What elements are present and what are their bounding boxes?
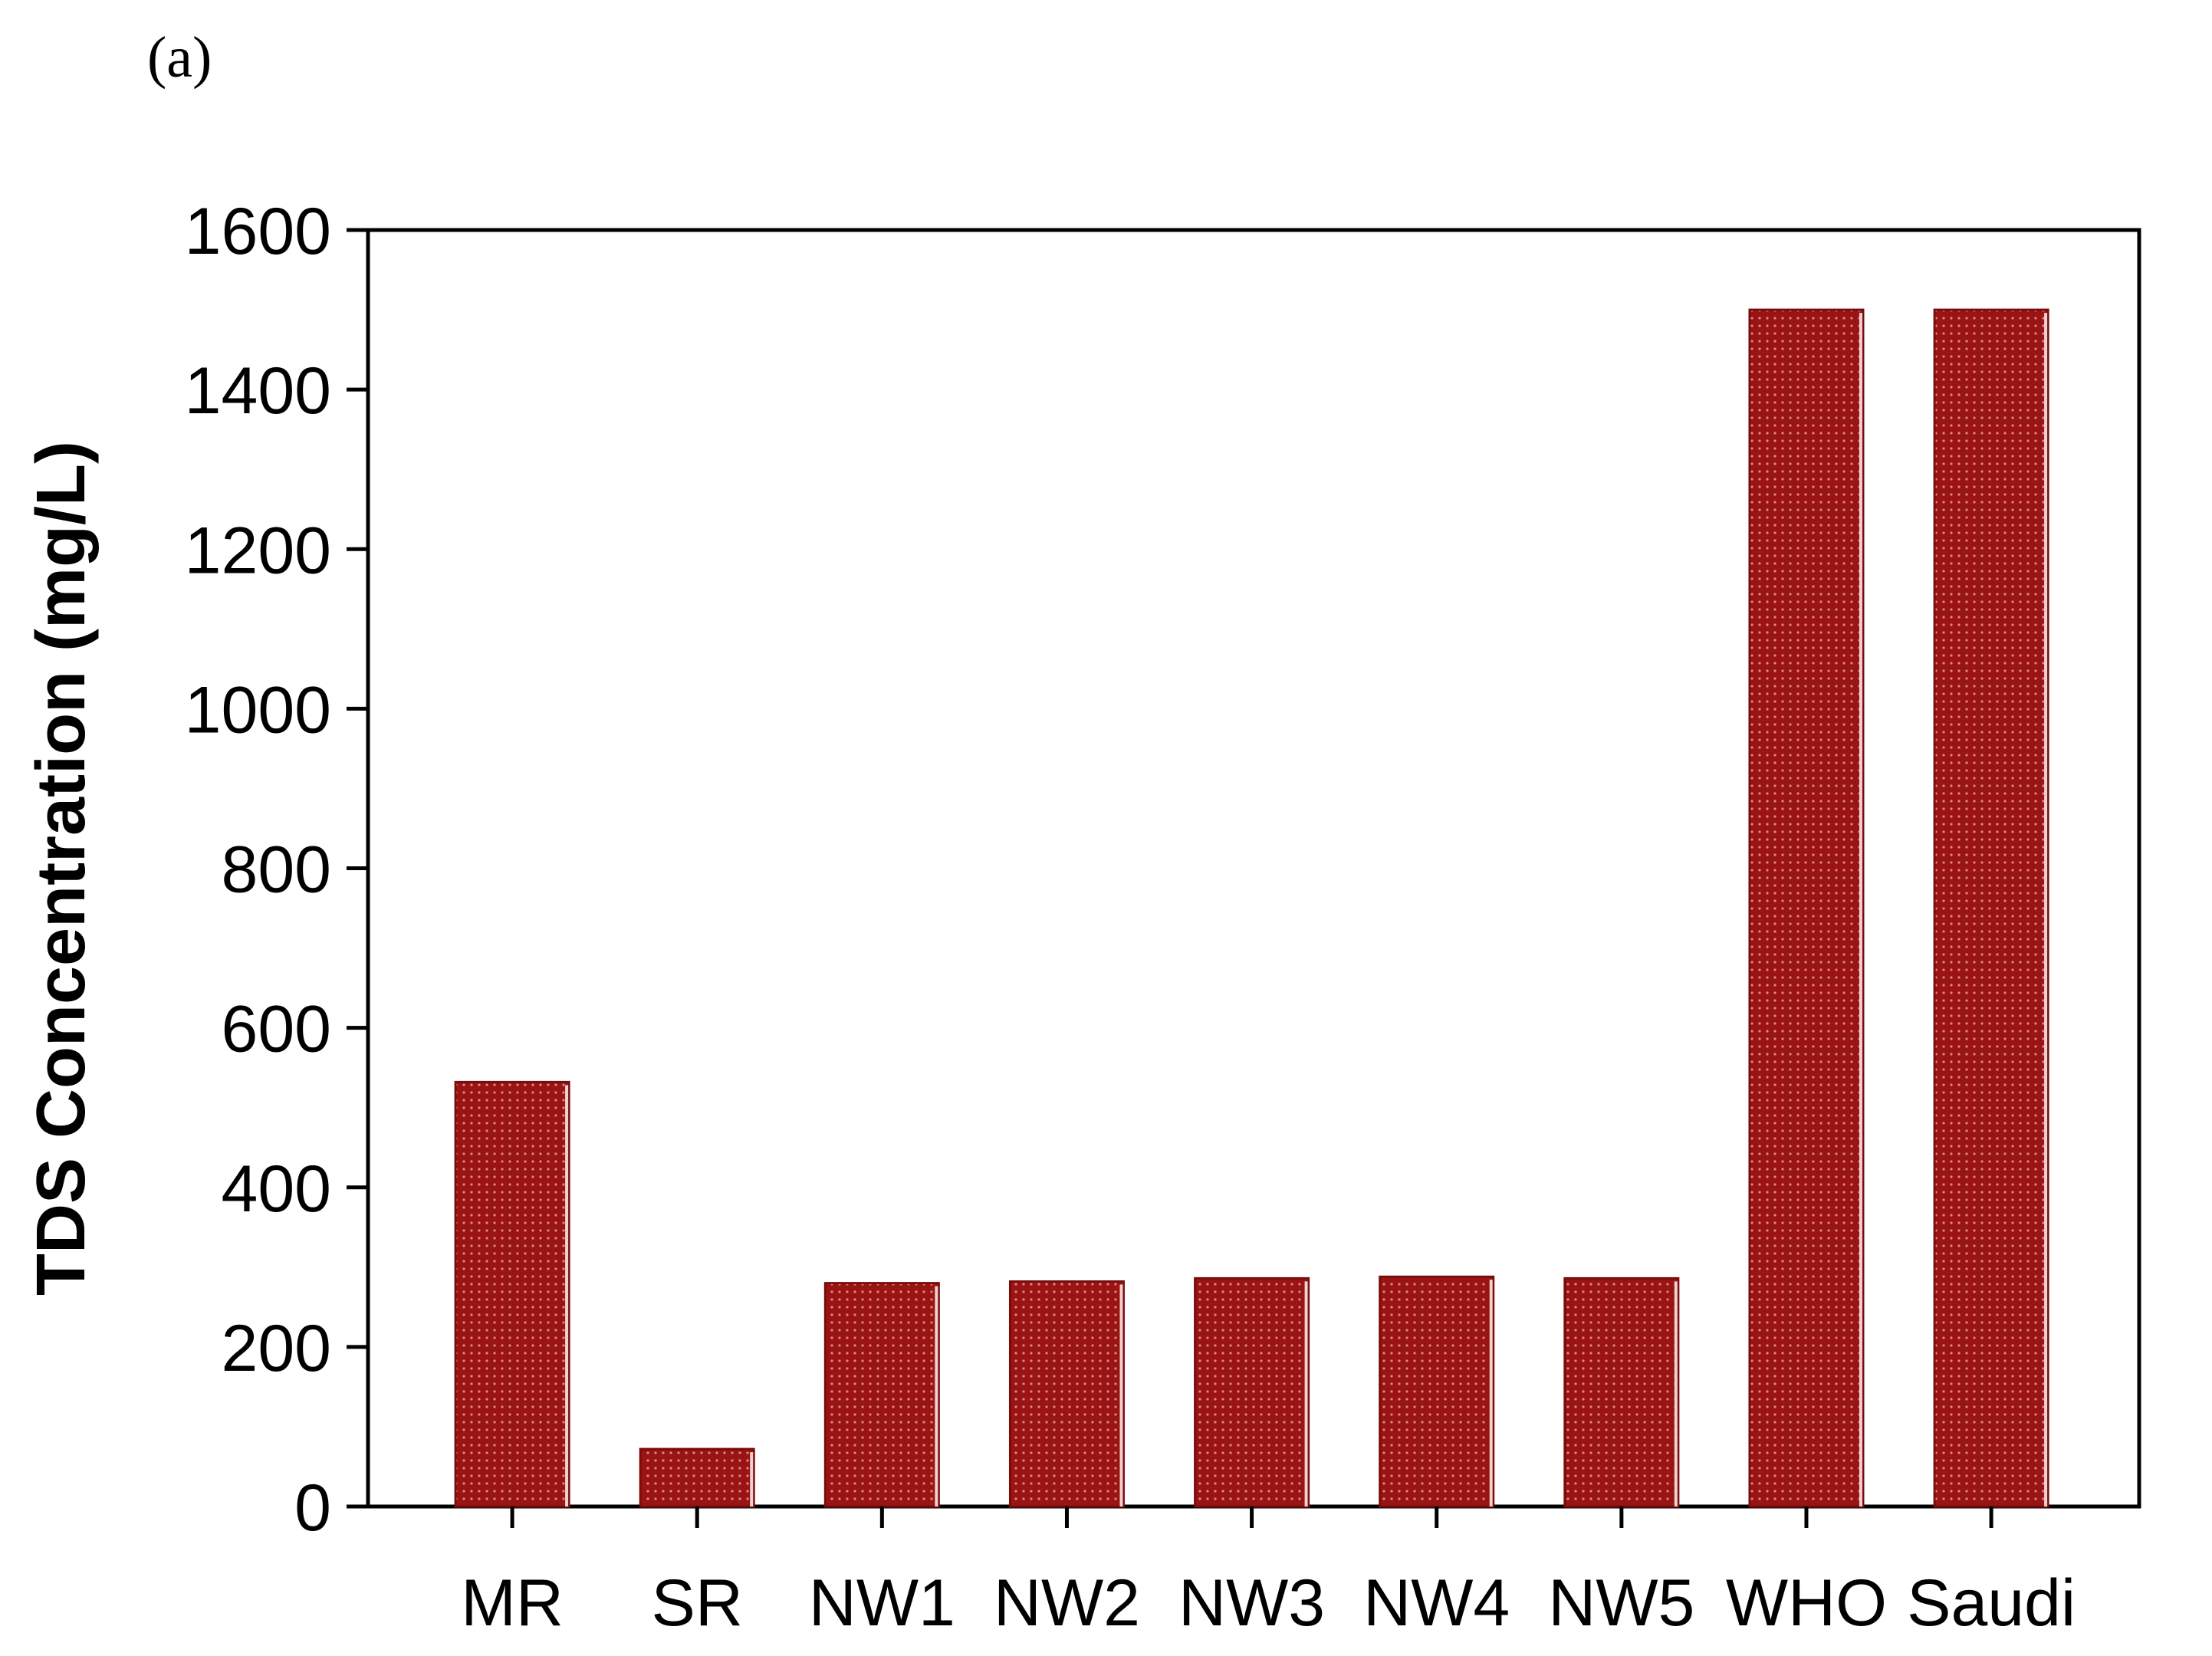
bar-group [1933, 308, 2049, 1508]
bar-group [823, 1282, 940, 1508]
x-tick-label: NW3 [1178, 1566, 1325, 1640]
bar [1933, 308, 2049, 1508]
y-tick-label: 1400 [185, 354, 331, 428]
bar-group [639, 1447, 755, 1508]
y-tick-label: 1200 [185, 514, 331, 587]
y-axis-title: TDS Concentration (mg/L) [23, 441, 100, 1296]
x-tick-label: MR [461, 1566, 564, 1640]
y-tick-label: 600 [222, 993, 332, 1066]
y-tick-label: 800 [222, 833, 332, 907]
bar-group [1194, 1276, 1310, 1508]
bar-group [1563, 1276, 1680, 1508]
x-tick-label: NW5 [1548, 1566, 1694, 1640]
bar [454, 1080, 570, 1508]
x-tick-label: SR [651, 1566, 742, 1640]
y-tick-label: 0 [294, 1471, 331, 1545]
x-tick-label: WHO [1726, 1566, 1887, 1640]
bar [1748, 308, 1865, 1508]
bar [1379, 1275, 1495, 1508]
bar [823, 1282, 940, 1508]
x-tick-label: NW2 [994, 1566, 1140, 1640]
y-tick-label: 1000 [185, 673, 331, 747]
bar-group [454, 1080, 570, 1508]
x-tick-label: Saudi [1907, 1566, 2076, 1640]
panel-label: (a) [147, 25, 212, 90]
bar-group [1008, 1280, 1125, 1508]
x-tick-label: NW4 [1363, 1566, 1510, 1640]
bar-group [1379, 1275, 1495, 1508]
bar [1008, 1280, 1125, 1508]
bar [1563, 1276, 1680, 1508]
plot-area: 0 200 400 600 800 1000 1200 1400 1600 MR SR NW1 NW2 N… [185, 195, 2141, 1640]
y-tick-label: 400 [222, 1152, 332, 1226]
x-tick-label: NW1 [809, 1566, 955, 1640]
bar [639, 1447, 755, 1508]
y-tick-label: 1600 [185, 195, 331, 268]
bar-group [1748, 308, 1865, 1508]
bar [1194, 1276, 1310, 1508]
y-tick-label: 200 [222, 1312, 332, 1385]
